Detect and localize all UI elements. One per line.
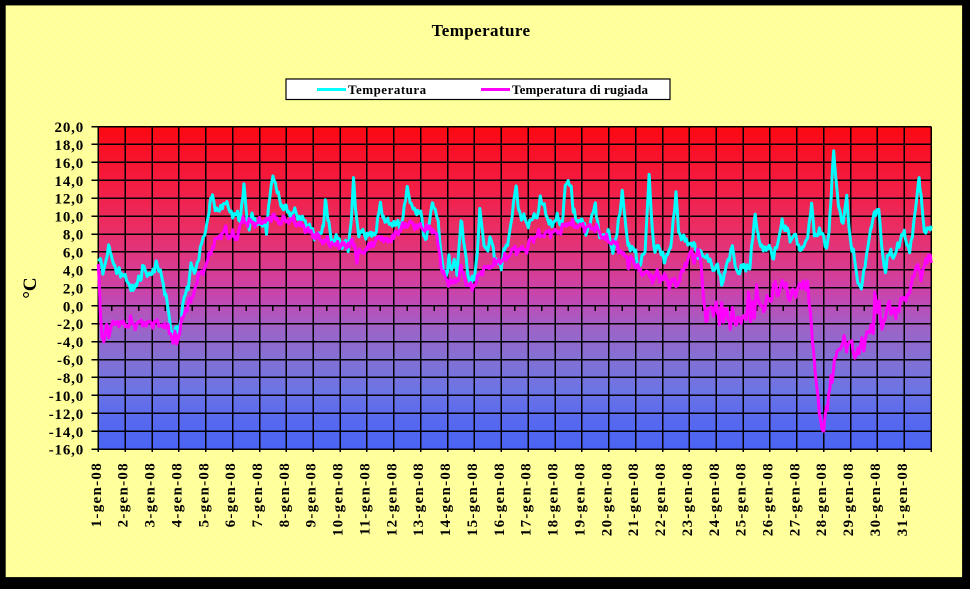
- svg-text:2-gen-08: 2-gen-08: [116, 462, 132, 527]
- svg-text:23-gen-08: 23-gen-08: [680, 462, 696, 536]
- svg-text:29-gen-08: 29-gen-08: [841, 462, 857, 536]
- svg-text:-12,0: -12,0: [49, 407, 84, 423]
- svg-text:27-gen-08: 27-gen-08: [787, 462, 803, 536]
- svg-text:14-gen-08: 14-gen-08: [438, 462, 454, 536]
- svg-text:1-gen-08: 1-gen-08: [89, 462, 105, 527]
- svg-text:10-gen-08: 10-gen-08: [331, 462, 347, 536]
- svg-text:19-gen-08: 19-gen-08: [572, 462, 588, 536]
- svg-text:10,0: 10,0: [55, 210, 84, 226]
- svg-text:Temperatura di rugiada: Temperatura di rugiada: [512, 82, 648, 97]
- svg-text:25-gen-08: 25-gen-08: [734, 462, 750, 536]
- svg-text:-10,0: -10,0: [49, 389, 84, 405]
- svg-text:14,0: 14,0: [55, 174, 84, 190]
- svg-text:28-gen-08: 28-gen-08: [814, 462, 830, 536]
- svg-text:0,0: 0,0: [63, 299, 84, 315]
- svg-text:17-gen-08: 17-gen-08: [519, 462, 535, 536]
- svg-text:20,0: 20,0: [55, 120, 84, 136]
- svg-text:18-gen-08: 18-gen-08: [546, 462, 562, 536]
- svg-text:16-gen-08: 16-gen-08: [492, 462, 508, 536]
- svg-text:-16,0: -16,0: [49, 443, 84, 459]
- svg-text:Temperatura: Temperatura: [348, 82, 427, 97]
- svg-text:-8,0: -8,0: [57, 371, 84, 387]
- svg-text:-2,0: -2,0: [57, 317, 84, 333]
- svg-text:8-gen-08: 8-gen-08: [277, 462, 293, 527]
- svg-text:Temperature: Temperature: [432, 21, 531, 40]
- svg-text:11-gen-08: 11-gen-08: [358, 462, 374, 535]
- svg-text:20-gen-08: 20-gen-08: [599, 462, 615, 536]
- svg-text:21-gen-08: 21-gen-08: [626, 462, 642, 536]
- svg-text:7-gen-08: 7-gen-08: [250, 462, 266, 527]
- svg-text:-14,0: -14,0: [49, 425, 84, 441]
- svg-text:-6,0: -6,0: [57, 353, 84, 369]
- svg-text:2,0: 2,0: [63, 281, 84, 297]
- svg-text:8,0: 8,0: [63, 228, 84, 244]
- svg-text:6,0: 6,0: [63, 246, 84, 262]
- svg-text:22-gen-08: 22-gen-08: [653, 462, 669, 536]
- svg-text:16,0: 16,0: [55, 156, 84, 172]
- svg-text:5-gen-08: 5-gen-08: [196, 462, 212, 527]
- svg-text:4-gen-08: 4-gen-08: [169, 462, 185, 527]
- svg-text:4,0: 4,0: [63, 263, 84, 279]
- svg-text:30-gen-08: 30-gen-08: [868, 462, 884, 536]
- svg-text:31-gen-08: 31-gen-08: [895, 462, 911, 536]
- svg-text:9-gen-08: 9-gen-08: [304, 462, 320, 527]
- svg-text:12,0: 12,0: [55, 192, 84, 208]
- svg-text:6-gen-08: 6-gen-08: [223, 462, 239, 527]
- svg-text:13-gen-08: 13-gen-08: [411, 462, 427, 536]
- svg-text:°C: °C: [20, 277, 41, 298]
- svg-text:3-gen-08: 3-gen-08: [143, 462, 159, 527]
- svg-text:15-gen-08: 15-gen-08: [465, 462, 481, 536]
- svg-text:26-gen-08: 26-gen-08: [761, 462, 777, 536]
- svg-text:12-gen-08: 12-gen-08: [384, 462, 400, 536]
- svg-text:-4,0: -4,0: [57, 335, 84, 351]
- svg-text:18,0: 18,0: [55, 138, 84, 154]
- svg-text:24-gen-08: 24-gen-08: [707, 462, 723, 536]
